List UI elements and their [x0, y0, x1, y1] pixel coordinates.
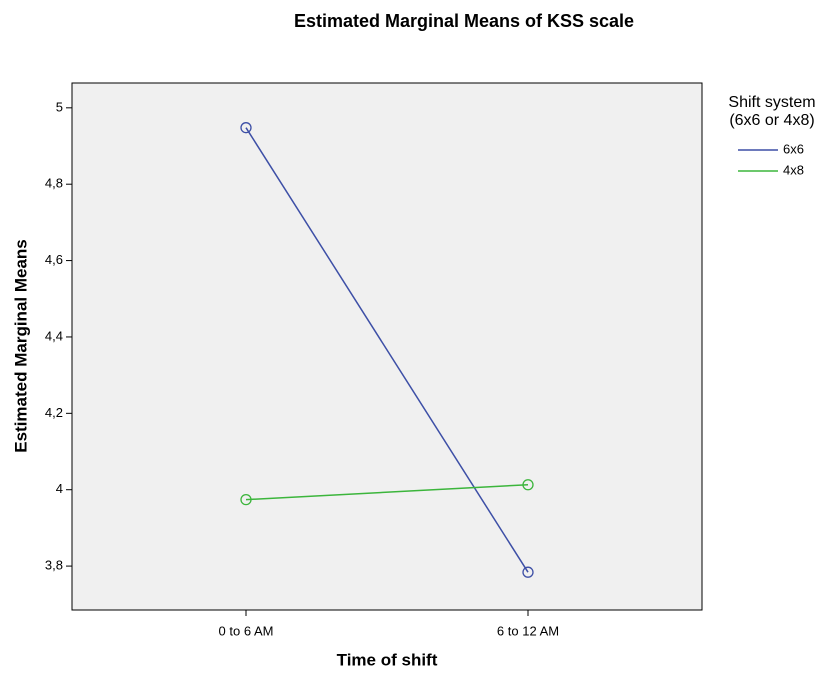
- x-tick-label: 0 to 6 AM: [219, 623, 274, 638]
- chart-title: Estimated Marginal Means of KSS scale: [294, 11, 634, 31]
- y-tick-label: 4: [56, 481, 63, 496]
- x-tick-label: 6 to 12 AM: [497, 623, 559, 638]
- y-tick-label: 4,6: [45, 252, 63, 267]
- legend-title: Shift system: [728, 94, 815, 111]
- series-line: [245, 127, 529, 573]
- y-tick-label: 4,4: [45, 328, 63, 343]
- data-point: [240, 122, 252, 134]
- y-tick-label: 4,8: [45, 176, 63, 191]
- y-tick-label: 5: [56, 99, 63, 114]
- data-point: [522, 566, 534, 578]
- y-tick-label: 3,8: [45, 558, 63, 573]
- x-axis-title: Time of shift: [337, 650, 438, 669]
- series-line: [245, 483, 529, 501]
- y-axis-title: Estimated Marginal Means: [11, 239, 30, 453]
- y-tick-label: 4,2: [45, 405, 63, 420]
- data-point: [240, 493, 252, 506]
- legend-title: (6x6 or 4x8): [729, 112, 814, 129]
- data-point: [522, 479, 534, 491]
- legend-label: 4x8: [783, 162, 804, 177]
- legend-label: 6x6: [783, 141, 804, 156]
- plot-area: [71, 82, 703, 611]
